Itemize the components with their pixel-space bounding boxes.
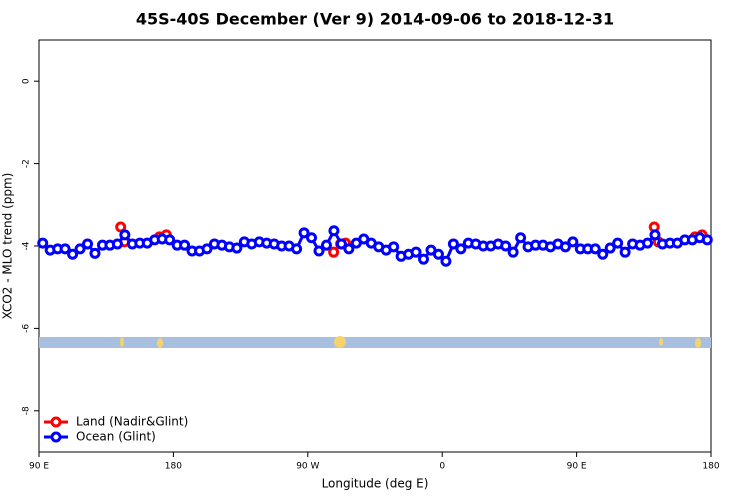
point — [82, 238, 94, 250]
point — [59, 243, 71, 255]
point — [515, 232, 527, 244]
point — [410, 246, 422, 258]
x-tick-label: 180 — [702, 462, 719, 472]
point — [179, 239, 191, 251]
point — [231, 242, 243, 254]
y-tick-label: -2 — [22, 159, 32, 168]
x-tick-label: 180 — [165, 462, 182, 472]
y-tick-label: 0 — [22, 78, 32, 84]
point — [37, 237, 49, 249]
point — [604, 242, 616, 254]
legend-label: Ocean (Glint) — [76, 430, 156, 444]
point — [642, 237, 654, 249]
x-tick-label: 90 E — [29, 462, 49, 472]
point — [119, 229, 131, 241]
point — [313, 245, 325, 257]
point — [418, 253, 430, 265]
point — [291, 243, 303, 255]
point — [201, 243, 213, 255]
point — [597, 248, 609, 260]
point — [440, 255, 452, 267]
point — [455, 243, 467, 255]
point — [74, 243, 86, 255]
legend-label: Land (Nadir&Glint) — [76, 415, 188, 429]
point — [507, 246, 519, 258]
point — [67, 248, 79, 260]
point — [298, 227, 310, 239]
land-ocean-strip — [39, 336, 711, 348]
point — [649, 229, 661, 241]
point — [328, 225, 340, 237]
y-axis-label: XCO2 - MLO trend (ppm) — [1, 173, 15, 320]
point — [111, 238, 123, 250]
point — [589, 243, 601, 255]
point — [164, 234, 176, 246]
point — [701, 234, 713, 246]
x-axis-label: Longitude (deg E) — [322, 477, 429, 491]
point — [612, 237, 624, 249]
point — [447, 238, 459, 250]
point — [115, 221, 127, 233]
y-tick-label: -4 — [22, 241, 32, 250]
point — [328, 246, 340, 258]
x-tick-label: 0 — [439, 462, 445, 472]
x-tick-label: 90 E — [567, 462, 587, 472]
x-tick-label: 90 W — [296, 462, 319, 472]
point — [619, 246, 631, 258]
chart-title: 45S-40S December (Ver 9) 2014-09-06 to 2… — [136, 10, 614, 29]
y-tick-label: -8 — [22, 406, 32, 415]
point — [306, 232, 318, 244]
point — [567, 236, 579, 248]
point — [320, 239, 332, 251]
y-tick-label: -6 — [22, 324, 32, 333]
point — [343, 243, 355, 255]
point — [89, 247, 101, 259]
point — [388, 241, 400, 253]
point — [432, 248, 444, 260]
point — [335, 238, 347, 250]
point — [500, 240, 512, 252]
legend-marker — [50, 431, 62, 443]
legend-marker — [50, 416, 62, 428]
point — [559, 241, 571, 253]
